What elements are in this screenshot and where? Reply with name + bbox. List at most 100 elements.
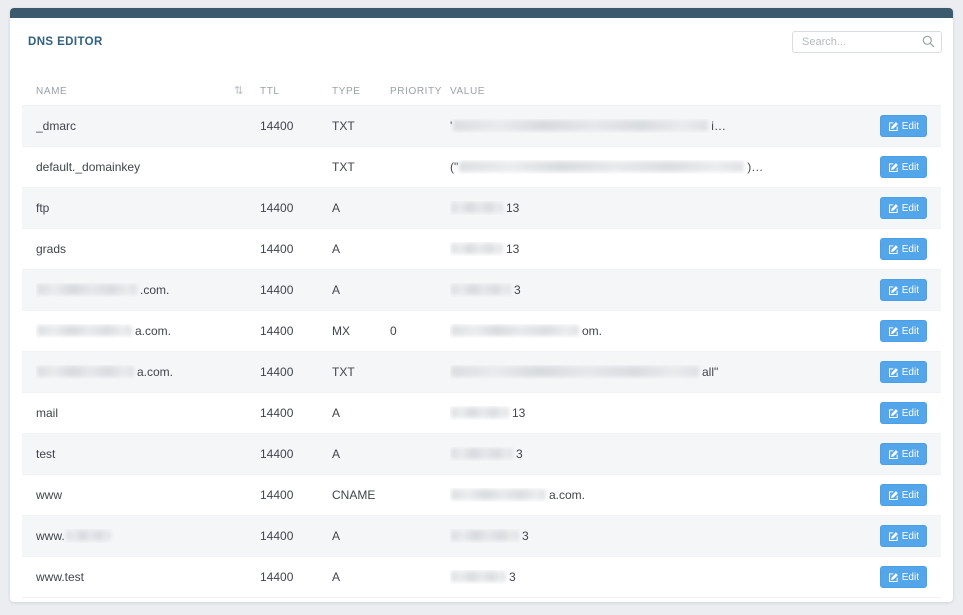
redacted-text [451,325,579,336]
redacted-text [65,530,111,541]
type-cell: MX [332,324,350,338]
edit-button[interactable]: Edit [879,525,927,547]
type-cell: A [332,406,341,420]
ttl-cell: 14400 [260,283,294,297]
redacted-text [37,284,137,295]
ttl-cell: 14400 [260,201,294,215]
value-cell: 3 [450,529,875,543]
actions-cell: Edit [875,566,927,588]
redacted-text [453,120,709,131]
ttl-cell: 14400 [260,324,294,338]
edit-button[interactable]: Edit [879,279,927,301]
edit-icon [888,285,899,296]
type-cell: TXT [332,119,355,133]
value-cell: 13 [450,406,875,420]
actions-cell: Edit [875,115,927,137]
edit-button[interactable]: Edit [879,156,927,178]
value-cell: 3 [450,447,875,461]
ttl-cell: 14400 [260,119,294,133]
type-cell: CNAME [332,488,376,502]
name-cell: a.com. [36,324,260,338]
redacted-text [451,448,513,459]
edit-icon [888,244,899,255]
edit-icon [888,367,899,378]
redacted-text [451,284,511,295]
table-row: mail 14400 A 13 Edit [22,393,941,434]
edit-icon [888,490,899,501]
value-cell: ' i… [450,119,726,133]
name-cell: _dmarc [36,119,77,133]
card-header: DNS EDITOR [10,18,953,53]
actions-cell: Edit [875,361,927,383]
actions-cell: Edit [875,238,927,260]
name-cell: test [36,447,56,461]
value-cell: (")… [450,160,764,174]
edit-button[interactable]: Edit [879,361,927,383]
name-cell: grads [36,242,67,256]
redacted-text [451,571,506,582]
priority-cell: 0 [390,324,397,338]
name-cell: ftp [36,201,50,215]
edit-icon [888,408,899,419]
type-cell: A [332,201,341,215]
table-row: a.com. 14400 TXT all" Edit [22,352,941,393]
name-cell: mail [36,406,59,420]
column-header-name[interactable]: NAME ⇅ [36,85,260,98]
edit-button[interactable]: Edit [879,443,927,465]
table-row: www.test 14400 A 3 Edit [22,557,941,598]
ttl-cell: 14400 [260,406,294,420]
name-cell: a.com. [36,365,260,379]
table-row: www 14400 CNAME a.com. Edit [22,475,941,516]
type-cell: TXT [332,160,355,174]
edit-button[interactable]: Edit [879,402,927,424]
value-cell: 3 [450,283,875,297]
table-row: default._domainkey TXT (")… Edit [22,147,941,188]
value-cell: all" [450,365,875,379]
column-header-name-label: NAME [36,86,68,97]
edit-button[interactable]: Edit [879,566,927,588]
redacted-text [451,489,546,500]
column-header-ttl: TTL [260,86,280,97]
table-row: test 14400 A 3 Edit [22,434,941,475]
ttl-cell: 14400 [260,570,294,584]
actions-cell: Edit [875,156,927,178]
value-cell: a.com. [450,488,875,502]
edit-icon [888,203,899,214]
redacted-text [37,366,134,377]
search-input[interactable] [792,31,942,53]
edit-button[interactable]: Edit [879,238,927,260]
edit-button[interactable]: Edit [879,197,927,219]
dns-records-table: NAME ⇅ TTL TYPE PRIORITY VALUE _dmarc 14… [22,78,941,598]
edit-button[interactable]: Edit [879,320,927,342]
name-cell: www [36,488,62,502]
name-cell: www.test [36,570,85,584]
redacted-text [451,202,503,213]
column-header-priority: PRIORITY [390,86,443,97]
table-row: www. 14400 A 3 Edit [22,516,941,557]
ttl-cell: 14400 [260,242,294,256]
table-row: a.com. 14400 MX 0 om. Edit [22,311,941,352]
type-cell: A [332,283,341,297]
page-title: DNS EDITOR [28,36,103,48]
name-cell: www. [36,529,260,543]
actions-cell: Edit [875,484,927,506]
redacted-text [459,161,745,172]
value-cell: om. [450,324,875,338]
value-cell: 3 [450,570,875,584]
actions-cell: Edit [875,279,927,301]
type-cell: A [332,529,341,543]
table-body: _dmarc 14400 TXT ' i… Edit default._domai… [22,105,941,598]
edit-icon [888,162,899,173]
name-cell: default._domainkey [36,160,141,174]
sort-arrows-icon[interactable]: ⇅ [234,85,244,97]
dns-editor-card: DNS EDITOR NAME ⇅ TTL TYPE PRIORITY VALU… [10,8,953,602]
table-header-row: NAME ⇅ TTL TYPE PRIORITY VALUE [22,78,941,105]
type-cell: A [332,242,341,256]
edit-button[interactable]: Edit [879,115,927,137]
actions-cell: Edit [875,525,927,547]
edit-button[interactable]: Edit [879,484,927,506]
type-cell: A [332,447,341,461]
value-cell: 13 [450,201,875,215]
card-top-accent-bar [10,8,953,18]
column-header-type: TYPE [332,86,361,97]
